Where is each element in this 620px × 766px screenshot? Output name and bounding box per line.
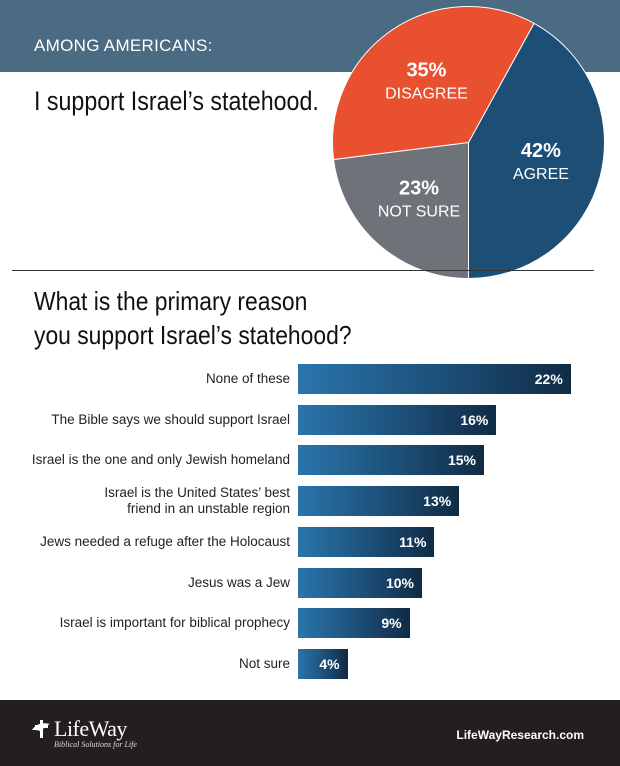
cross-bird-icon: [32, 720, 50, 738]
bar-category-label: Israel is important for biblical prophec…: [25, 615, 290, 631]
pie-label-agree: AGREE: [513, 166, 569, 183]
bar: 10%: [298, 567, 422, 598]
pie-value-not-sure: 23%: [399, 178, 439, 200]
bar-category-label: The Bible says we should support Israel: [25, 412, 290, 428]
bar: 9%: [298, 608, 410, 639]
bar-category-label: Israel is the one and only Jewish homela…: [25, 452, 290, 468]
bar-value-label: 15%: [447, 452, 476, 469]
bar: 22%: [298, 364, 571, 394]
bar-category-label-line: friend in an unstable region: [127, 501, 290, 517]
bar: 15%: [298, 445, 484, 476]
bar: 11%: [298, 526, 435, 557]
bar-category-label-line: None of these: [205, 371, 290, 386]
bar-category-label: Jesus was a Jew: [25, 575, 290, 591]
bar-category-label: None of these: [25, 371, 290, 387]
bar-category-label-line: The Bible says we should support Israel: [51, 411, 290, 427]
pie-chart: 42% AGREE 23% NOT SURE 35% DISAGREE: [332, 6, 605, 280]
bar-category-label-line: Jews needed a refuge after the Holocaust: [40, 533, 290, 549]
footer: LifeWay Biblical Solutions for Life Life…: [0, 700, 620, 766]
bar-category-label-line: Israel is the United States’ best: [104, 485, 290, 501]
logo-tagline: Biblical Solutions for Life: [54, 740, 137, 749]
bar-category-label-line: Jesus was a Jew: [187, 574, 290, 590]
bar-value-label: 13%: [423, 493, 452, 510]
bar-value-label: 4%: [319, 655, 340, 672]
bar-value-label: 11%: [399, 533, 427, 550]
bar-category-label-line: Israel is important for biblical prophec…: [59, 615, 290, 631]
pie-value-disagree: 35%: [406, 60, 446, 82]
bar: 16%: [298, 404, 497, 435]
bar-category-label-line: Not sure: [238, 655, 290, 671]
question-title: What is the primary reason you support I…: [34, 284, 352, 352]
question-line-2: you support Israel’s statehood?: [34, 320, 352, 350]
pie-value-agree: 42%: [521, 140, 561, 162]
logo-wordmark: LifeWay: [54, 716, 127, 741]
bar: 13%: [298, 486, 460, 517]
bar-value-label: 9%: [381, 615, 402, 632]
bar-category-label-line: Israel is the one and only Jewish homela…: [31, 452, 290, 468]
section-divider: [12, 270, 594, 271]
bar-category-label: Not sure: [25, 656, 290, 672]
website-link[interactable]: LifeWayResearch.com: [456, 728, 584, 742]
bar-value-label: 16%: [460, 411, 489, 428]
pie-slice-not-sure: [333, 141, 469, 280]
bar: 4%: [298, 648, 348, 679]
pie-slice-disagree: [332, 6, 535, 161]
bar-category-label: Jews needed a refuge after the Holocaust: [25, 534, 290, 550]
pie-label-disagree: DISAGREE: [385, 86, 468, 103]
kicker-text: AMONG AMERICANS:: [34, 36, 213, 55]
headline: I support Israel’s statehood.: [34, 86, 319, 116]
bar-category-label: Israel is the United States’ best friend …: [25, 485, 290, 517]
bar-value-label: 10%: [385, 574, 414, 591]
bar-value-label: 22%: [534, 371, 563, 387]
question-line-1: What is the primary reason: [34, 286, 308, 316]
pie-label-not-sure: NOT SURE: [378, 204, 460, 221]
